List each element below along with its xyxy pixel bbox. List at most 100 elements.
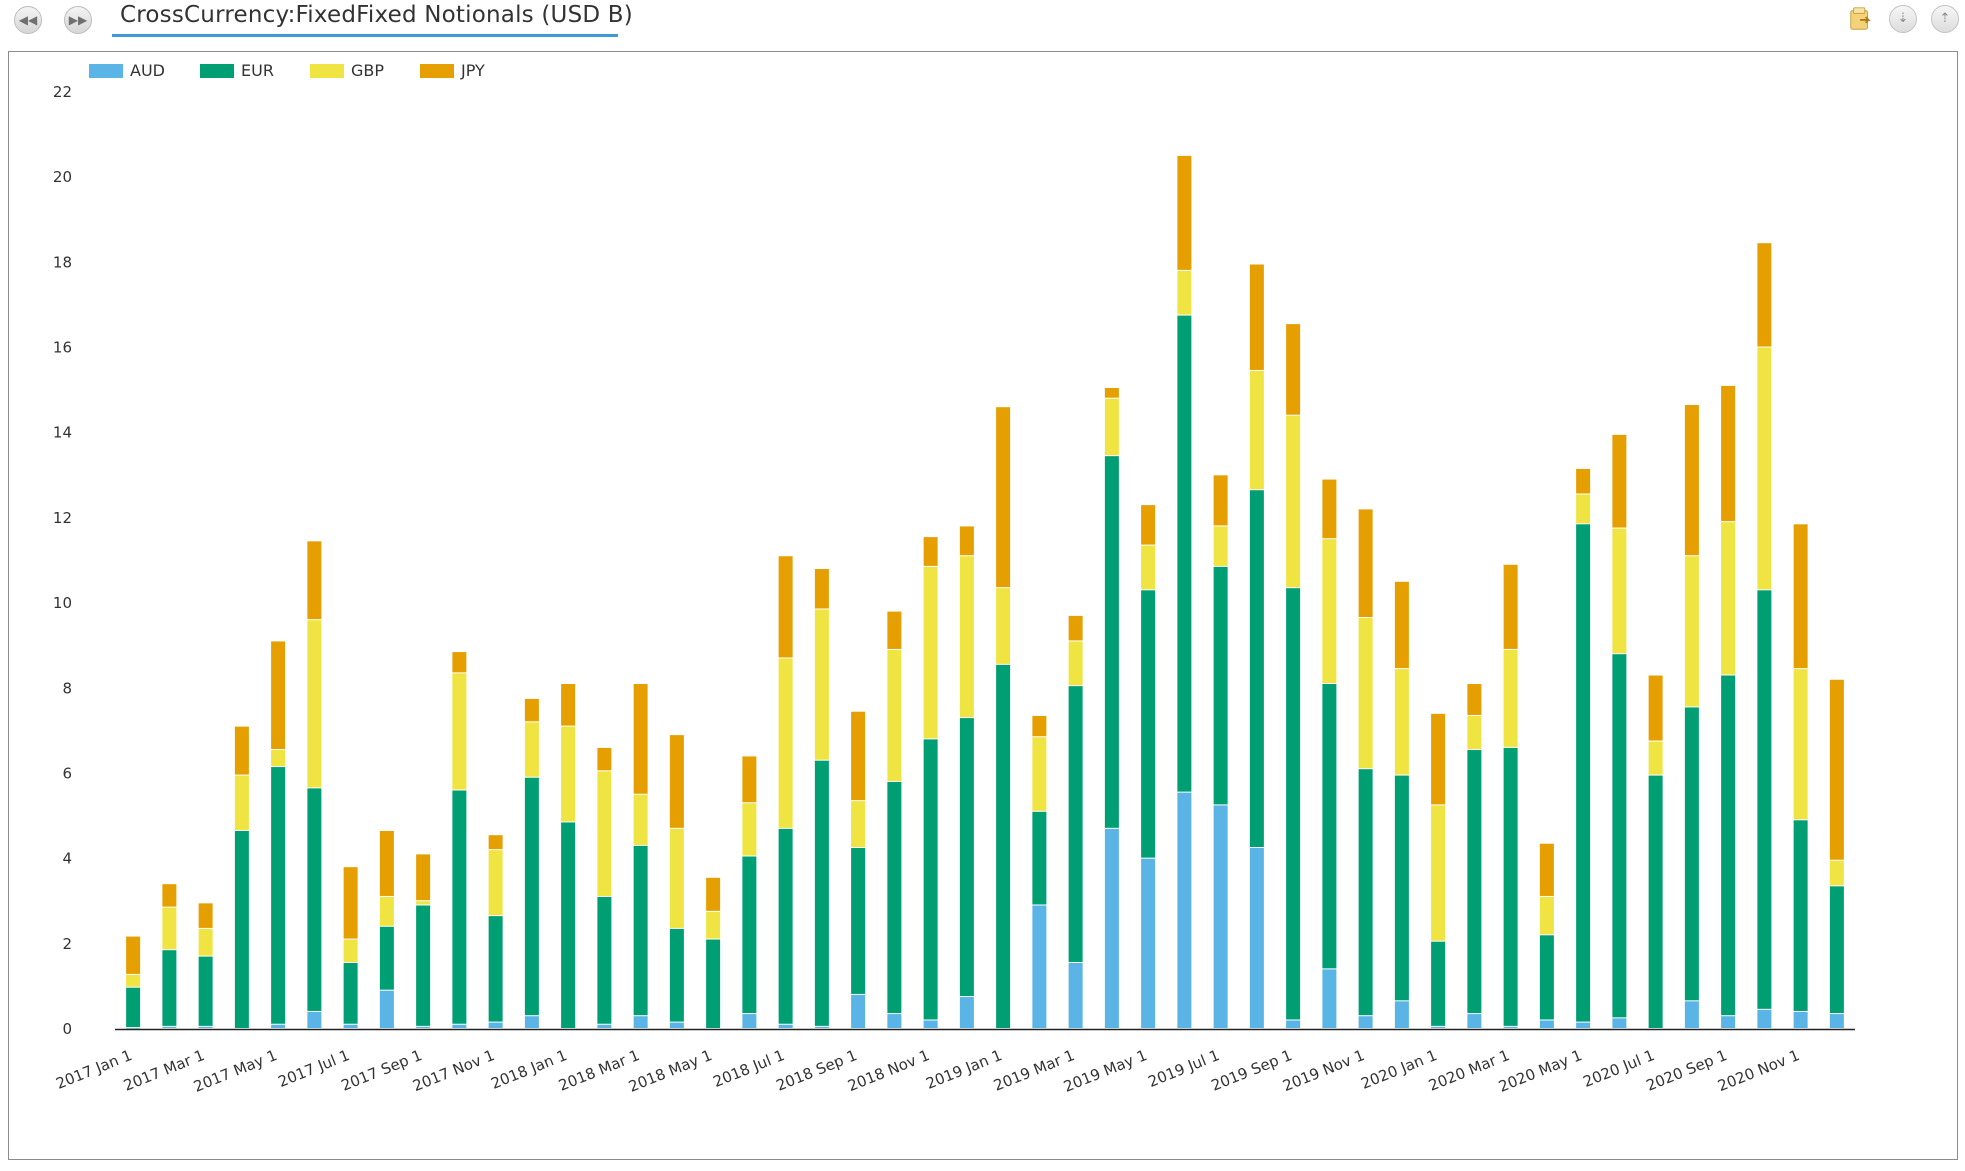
bar-segment-eur <box>126 987 141 1028</box>
y-tick-label: 10 <box>53 594 72 612</box>
legend-swatch <box>89 64 123 78</box>
bar-segment-aud <box>307 1011 322 1028</box>
bar-segment-gbp <box>1177 270 1192 315</box>
bar-segment-gbp <box>1286 415 1301 588</box>
bar-segment-jpy <box>416 854 431 901</box>
bar-segment-aud <box>1793 1011 1808 1028</box>
legend-item-jpy: JPY <box>420 61 485 80</box>
legend-label: AUD <box>130 61 165 80</box>
bar-segment-aud <box>1068 962 1083 1028</box>
bar-segment-eur <box>851 847 866 994</box>
legend-swatch <box>200 64 234 78</box>
bar-segment-jpy <box>959 526 974 556</box>
bar-segment-jpy <box>1539 843 1554 896</box>
bar-segment-gbp <box>1576 494 1591 524</box>
bar-segment-eur <box>597 896 612 1024</box>
bar-segment-eur <box>1394 775 1409 1001</box>
bar-segment-gbp <box>1249 370 1264 490</box>
x-tick-label: 2017 Sep 1 <box>339 1046 425 1095</box>
bar-segment-jpy <box>1684 405 1699 556</box>
bar-segment-eur <box>633 845 648 1016</box>
title-underline <box>112 34 618 37</box>
rewind-icon[interactable]: ◀◀ <box>14 6 42 34</box>
fast-forward-icon[interactable]: ▶▶ <box>64 6 92 34</box>
legend-label: GBP <box>351 61 384 80</box>
bar-segment-gbp <box>669 828 684 928</box>
bar-segment-eur <box>1104 456 1119 828</box>
bar-segment-gbp <box>706 911 721 939</box>
bar-segment-aud <box>1104 828 1119 1028</box>
bar-segment-gbp <box>198 928 213 956</box>
bar-segment-eur <box>778 828 793 1024</box>
bar-segment-aud <box>959 997 974 1028</box>
bar-segment-jpy <box>561 684 576 726</box>
bar-segment-aud <box>1503 1026 1518 1028</box>
bar-segment-eur <box>1612 654 1627 1018</box>
bar-segment-jpy <box>633 684 648 794</box>
bar-segment-eur <box>1177 315 1192 792</box>
bar-segment-gbp <box>126 974 141 987</box>
bar-segment-aud <box>1431 1026 1446 1028</box>
x-tick-label: 2019 Sep 1 <box>1209 1046 1295 1095</box>
bar-segment-jpy <box>1068 615 1083 641</box>
bar-segment-gbp <box>778 658 793 828</box>
bar-segment-gbp <box>1829 860 1844 886</box>
bar-segment-jpy <box>162 884 177 907</box>
chart-title: CrossCurrency:FixedFixed Notionals (USD … <box>120 2 633 28</box>
chevron-up-double-icon[interactable]: ⇡ <box>1931 5 1959 33</box>
bar-segment-jpy <box>1612 434 1627 528</box>
bar-segment-eur <box>669 928 684 1022</box>
bar-segment-aud <box>1829 1014 1844 1028</box>
bar-segment-jpy <box>1032 715 1047 737</box>
bar-segment-jpy <box>1576 468 1591 494</box>
bar-segment-gbp <box>1213 526 1228 566</box>
bar-segment-eur <box>923 739 938 1020</box>
bar-segment-eur <box>198 956 213 1026</box>
bar-segment-aud <box>1032 905 1047 1028</box>
bar-segment-jpy <box>488 835 503 850</box>
bar-segment-jpy <box>1358 509 1373 617</box>
bar-segment-aud <box>126 1028 141 1029</box>
bar-segment-gbp <box>452 673 467 790</box>
bar-segment-gbp <box>851 801 866 847</box>
bar-segment-aud <box>778 1024 793 1028</box>
y-tick-label: 14 <box>53 424 72 442</box>
bar-segment-jpy <box>887 611 902 649</box>
bar-segment-jpy <box>1141 505 1156 545</box>
bar-segment-jpy <box>851 711 866 801</box>
bar-segment-eur <box>1322 684 1337 969</box>
bar-segment-jpy <box>1249 264 1264 370</box>
bar-segment-eur <box>706 939 721 1028</box>
y-tick-label: 8 <box>62 679 72 697</box>
export-folder-icon[interactable] <box>1847 5 1875 33</box>
bar-segment-gbp <box>416 901 431 905</box>
bar-segment-jpy <box>1394 581 1409 669</box>
legend-item-gbp: GBP <box>310 61 384 80</box>
bar-segment-eur <box>996 664 1011 1028</box>
bar-segment-eur <box>887 781 902 1014</box>
bar-segment-jpy <box>996 407 1011 588</box>
bar-segment-jpy <box>597 747 612 771</box>
bar-segment-jpy <box>1286 324 1301 415</box>
bar-segment-jpy <box>1503 564 1518 649</box>
chevron-down-double-icon[interactable]: ⇣ <box>1889 5 1917 33</box>
bar-segment-jpy <box>1213 475 1228 526</box>
x-tick-label: 2020 Jan 1 <box>1358 1046 1439 1093</box>
bar-segment-gbp <box>234 775 249 830</box>
legend-swatch <box>310 64 344 78</box>
bar-segment-jpy <box>379 830 394 896</box>
bar-segment-gbp <box>597 771 612 896</box>
x-tick-label: 2018 Nov 1 <box>845 1046 932 1095</box>
bar-segment-eur <box>1539 935 1554 1020</box>
y-tick-label: 20 <box>53 168 72 186</box>
bar-segment-gbp <box>379 896 394 926</box>
bar-segment-jpy <box>452 652 467 673</box>
bar-segment-eur <box>1503 747 1518 1026</box>
bar-segment-eur <box>416 905 431 1026</box>
bar-segment-aud <box>198 1026 213 1028</box>
bar-segment-gbp <box>633 794 648 845</box>
x-tick-label: 2020 Sep 1 <box>1644 1046 1730 1095</box>
bar-segment-gbp <box>1757 347 1772 590</box>
bar-segment-jpy <box>1648 675 1663 741</box>
